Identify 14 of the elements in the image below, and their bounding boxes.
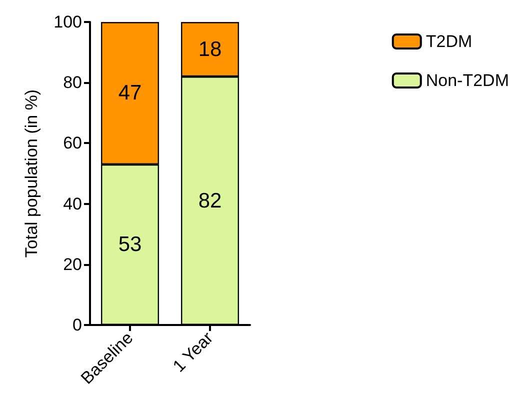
y-tick-label: 80 — [63, 73, 82, 92]
data-label: 47 — [118, 82, 142, 105]
data-label: 18 — [198, 38, 222, 61]
y-tick-label: 40 — [63, 194, 82, 214]
legend-label: Non-T2DM — [426, 71, 509, 90]
x-tick-label: 1 Year — [169, 328, 217, 376]
y-tick-label: 100 — [54, 12, 82, 32]
data-label: 53 — [118, 233, 142, 256]
data-label: 82 — [198, 189, 222, 212]
y-tick-label: 20 — [63, 254, 82, 274]
y-tick-label: 0 — [72, 316, 82, 334]
y-tick-label: 60 — [63, 134, 82, 153]
y-axis-title: Total population (in %) — [22, 89, 41, 258]
legend-label: T2DM — [426, 32, 472, 51]
